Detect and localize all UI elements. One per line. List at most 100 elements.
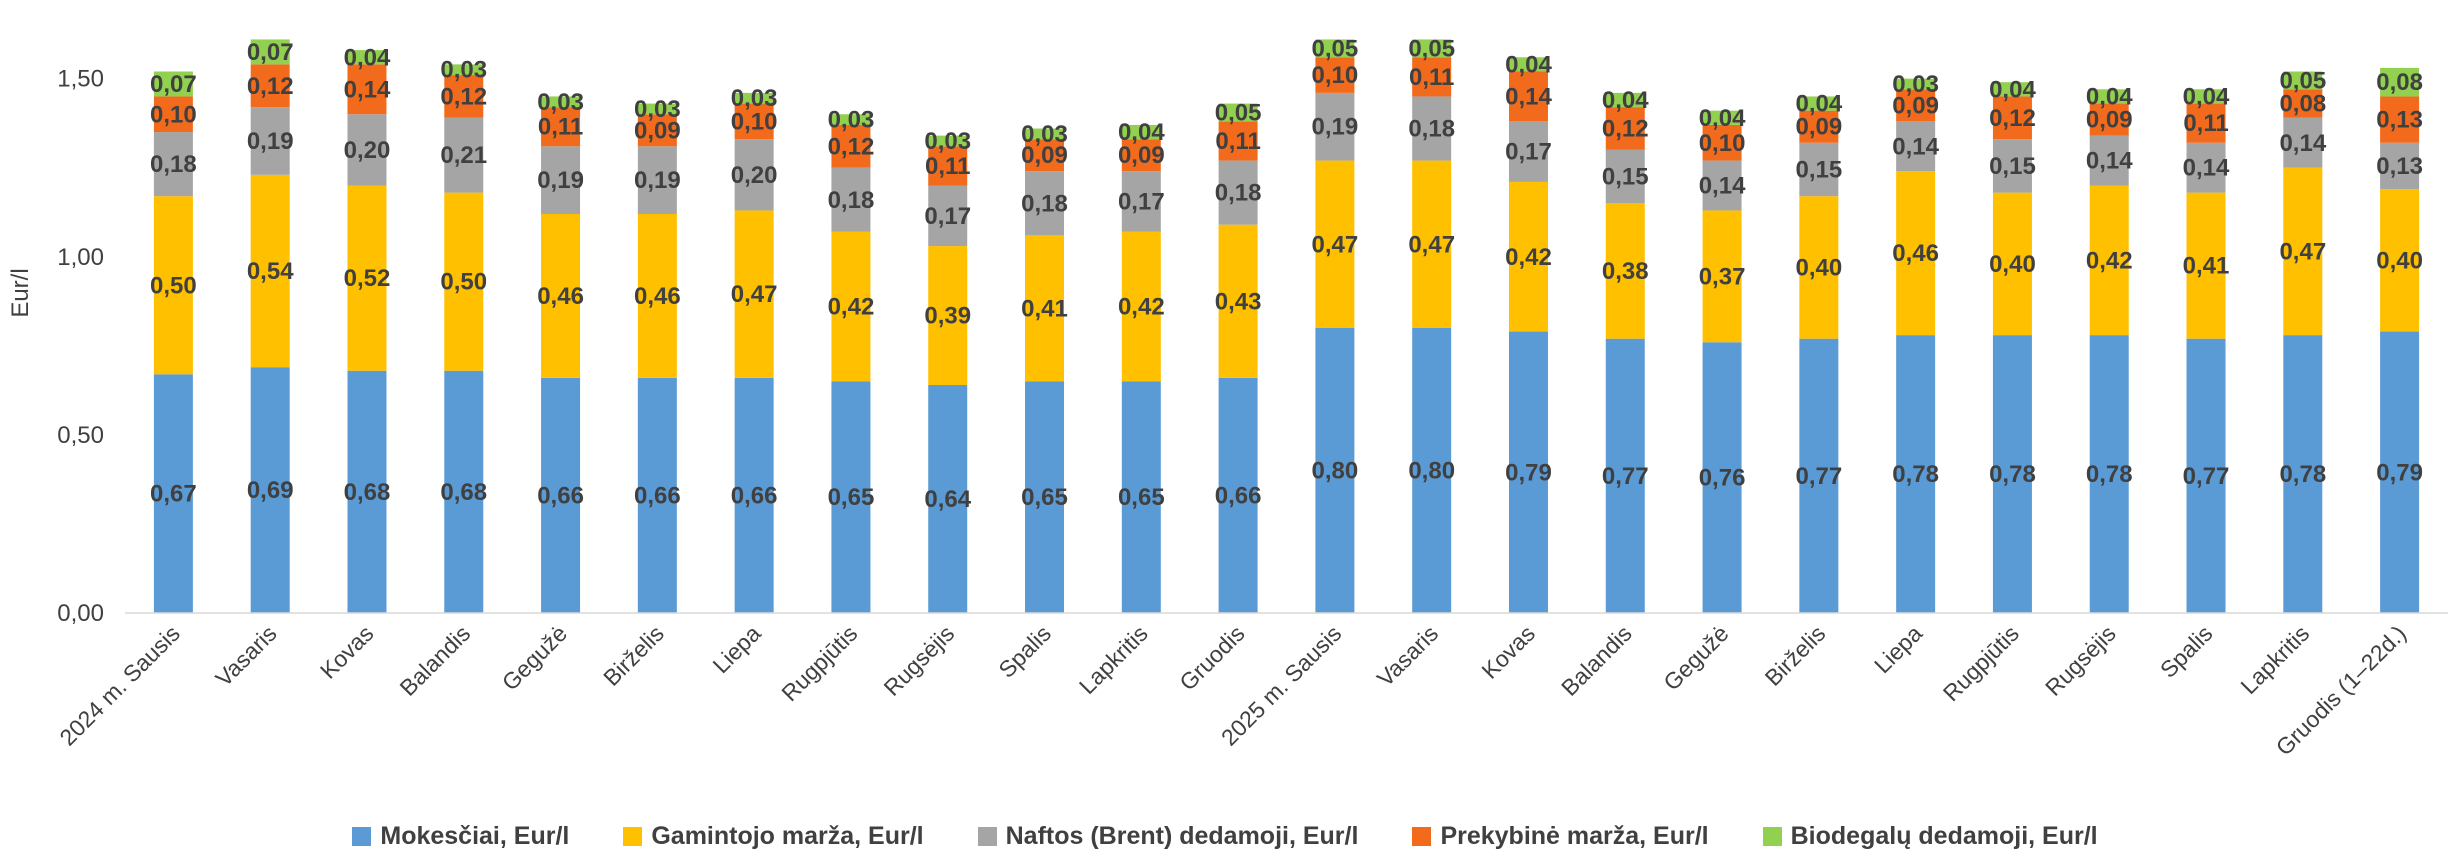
bar-segment bbox=[1799, 338, 1839, 613]
legend-label: Gamintojo marža, Eur/l bbox=[651, 821, 924, 850]
bar-segment bbox=[1218, 224, 1258, 378]
bar-segment bbox=[1605, 338, 1645, 613]
bar-segment bbox=[831, 124, 871, 168]
data-label: 0,09 bbox=[1021, 142, 1068, 169]
bar-segment bbox=[1992, 335, 2032, 613]
data-label: 0,12 bbox=[247, 73, 294, 100]
data-label: 0,68 bbox=[440, 479, 487, 506]
x-tick-label: Spalis bbox=[993, 620, 1056, 683]
bar-segment bbox=[1799, 96, 1839, 111]
x-tick-label: Vasaris bbox=[1372, 620, 1443, 691]
data-label: 0,19 bbox=[537, 167, 584, 194]
data-label: 0,52 bbox=[344, 265, 391, 292]
bar-segment bbox=[637, 214, 677, 378]
data-label: 0,14 bbox=[344, 76, 391, 103]
bar-segment bbox=[1799, 196, 1839, 339]
bar-segment bbox=[1412, 328, 1452, 613]
data-label: 0,66 bbox=[634, 482, 681, 509]
data-label: 0,13 bbox=[2376, 107, 2423, 134]
x-tick-label: Rugpjūtis bbox=[1938, 620, 2024, 706]
data-label: 0,65 bbox=[1021, 484, 1068, 511]
y-axis: 0,00 0,50 1,00 1,50 bbox=[57, 66, 104, 627]
bar-segment bbox=[250, 107, 290, 175]
bar-segment bbox=[2089, 185, 2129, 336]
data-label: 0,12 bbox=[828, 133, 875, 160]
bar-segment bbox=[1605, 203, 1645, 339]
data-label: 0,41 bbox=[1021, 295, 1068, 322]
data-label: 0,14 bbox=[2086, 148, 2133, 175]
bar-segment bbox=[2089, 335, 2129, 613]
bar-segment bbox=[1412, 160, 1452, 328]
bar-segment bbox=[444, 192, 484, 371]
data-label: 0,66 bbox=[1215, 482, 1262, 509]
bar-segment bbox=[1992, 82, 2032, 97]
data-label: 0,14 bbox=[1892, 133, 1939, 160]
x-tick-label: Kovas bbox=[1476, 620, 1540, 684]
x-tick-label: Liepa bbox=[1869, 620, 1927, 678]
bar-segment bbox=[831, 231, 871, 382]
data-label: 0,04 bbox=[2086, 83, 2133, 110]
legend-label: Biodegalų dedamoji, Eur/l bbox=[1790, 821, 2098, 850]
bar-segment bbox=[2186, 89, 2226, 104]
data-label: 0,04 bbox=[1699, 105, 1746, 132]
data-label: 0,69 bbox=[247, 477, 294, 504]
data-label: 0,19 bbox=[634, 167, 681, 194]
bar-segment bbox=[1025, 235, 1065, 382]
data-label: 0,09 bbox=[2086, 107, 2133, 134]
data-label: 0,37 bbox=[1699, 263, 1746, 290]
data-label: 0,40 bbox=[1795, 254, 1842, 281]
bar-segment bbox=[1025, 139, 1065, 172]
bar-segment bbox=[153, 374, 193, 613]
data-label: 0,42 bbox=[828, 294, 875, 321]
bar-segment bbox=[444, 75, 484, 118]
value-labels: 0,67 0,50 0,18 0,10 0,07 0,69 0,54 0,19 0,12 0,07… bbox=[150, 35, 2423, 513]
bar-segment bbox=[1025, 171, 1065, 236]
data-label: 0,04 bbox=[1989, 76, 2036, 103]
bar-segment bbox=[734, 139, 774, 211]
bar-segment bbox=[2283, 335, 2323, 613]
bar-segment bbox=[444, 64, 484, 76]
legend-item: Biodegalų dedamoji, Eur/l bbox=[1762, 821, 2098, 851]
bar-segment bbox=[831, 167, 871, 232]
bar-segment bbox=[541, 214, 581, 378]
data-label: 0,54 bbox=[247, 258, 294, 285]
bar-segment bbox=[1121, 124, 1161, 140]
data-label: 0,38 bbox=[1602, 258, 1649, 285]
data-label: 0,47 bbox=[731, 281, 778, 308]
bar-segment bbox=[1702, 110, 1742, 125]
data-label: 0,15 bbox=[1602, 164, 1649, 191]
bar-segment bbox=[541, 107, 581, 147]
data-label: 0,43 bbox=[1215, 288, 1262, 315]
bar-segment bbox=[928, 135, 968, 147]
data-label: 0,04 bbox=[1505, 51, 1552, 78]
bar-segment bbox=[2283, 167, 2323, 336]
data-label: 0,80 bbox=[1312, 458, 1359, 485]
x-tick-label: Rugsėjis bbox=[2040, 620, 2121, 701]
bar-segment bbox=[734, 92, 774, 104]
bar-segment bbox=[1508, 331, 1548, 613]
data-label: 0,04 bbox=[344, 44, 391, 71]
legend-swatch bbox=[623, 826, 643, 846]
data-label: 0,68 bbox=[344, 479, 391, 506]
bar-segment bbox=[637, 377, 677, 613]
bar-segment bbox=[1896, 171, 1936, 336]
bar-segment bbox=[250, 39, 290, 65]
bar-segment bbox=[1315, 57, 1355, 93]
bar-segment bbox=[250, 367, 290, 613]
bar-segment bbox=[734, 377, 774, 613]
bar-segment bbox=[637, 114, 677, 147]
data-label: 0,76 bbox=[1699, 465, 1746, 492]
bar-segment bbox=[1025, 381, 1065, 613]
x-tick-label: Vasaris bbox=[210, 620, 281, 691]
y-tick-label: 1,50 bbox=[57, 66, 104, 93]
x-tick-label: Rugpjūtis bbox=[776, 620, 862, 706]
data-label: 0,40 bbox=[1989, 251, 2036, 278]
bar-segment bbox=[1412, 57, 1452, 97]
x-tick-label: Lapkritis bbox=[2235, 620, 2314, 699]
bar-segment bbox=[1315, 39, 1355, 58]
legend-swatch bbox=[977, 826, 997, 846]
data-label: 0,66 bbox=[731, 482, 778, 509]
bar-segment bbox=[1218, 160, 1258, 225]
bar-segment bbox=[153, 71, 193, 97]
bar-segment bbox=[1896, 335, 1936, 613]
